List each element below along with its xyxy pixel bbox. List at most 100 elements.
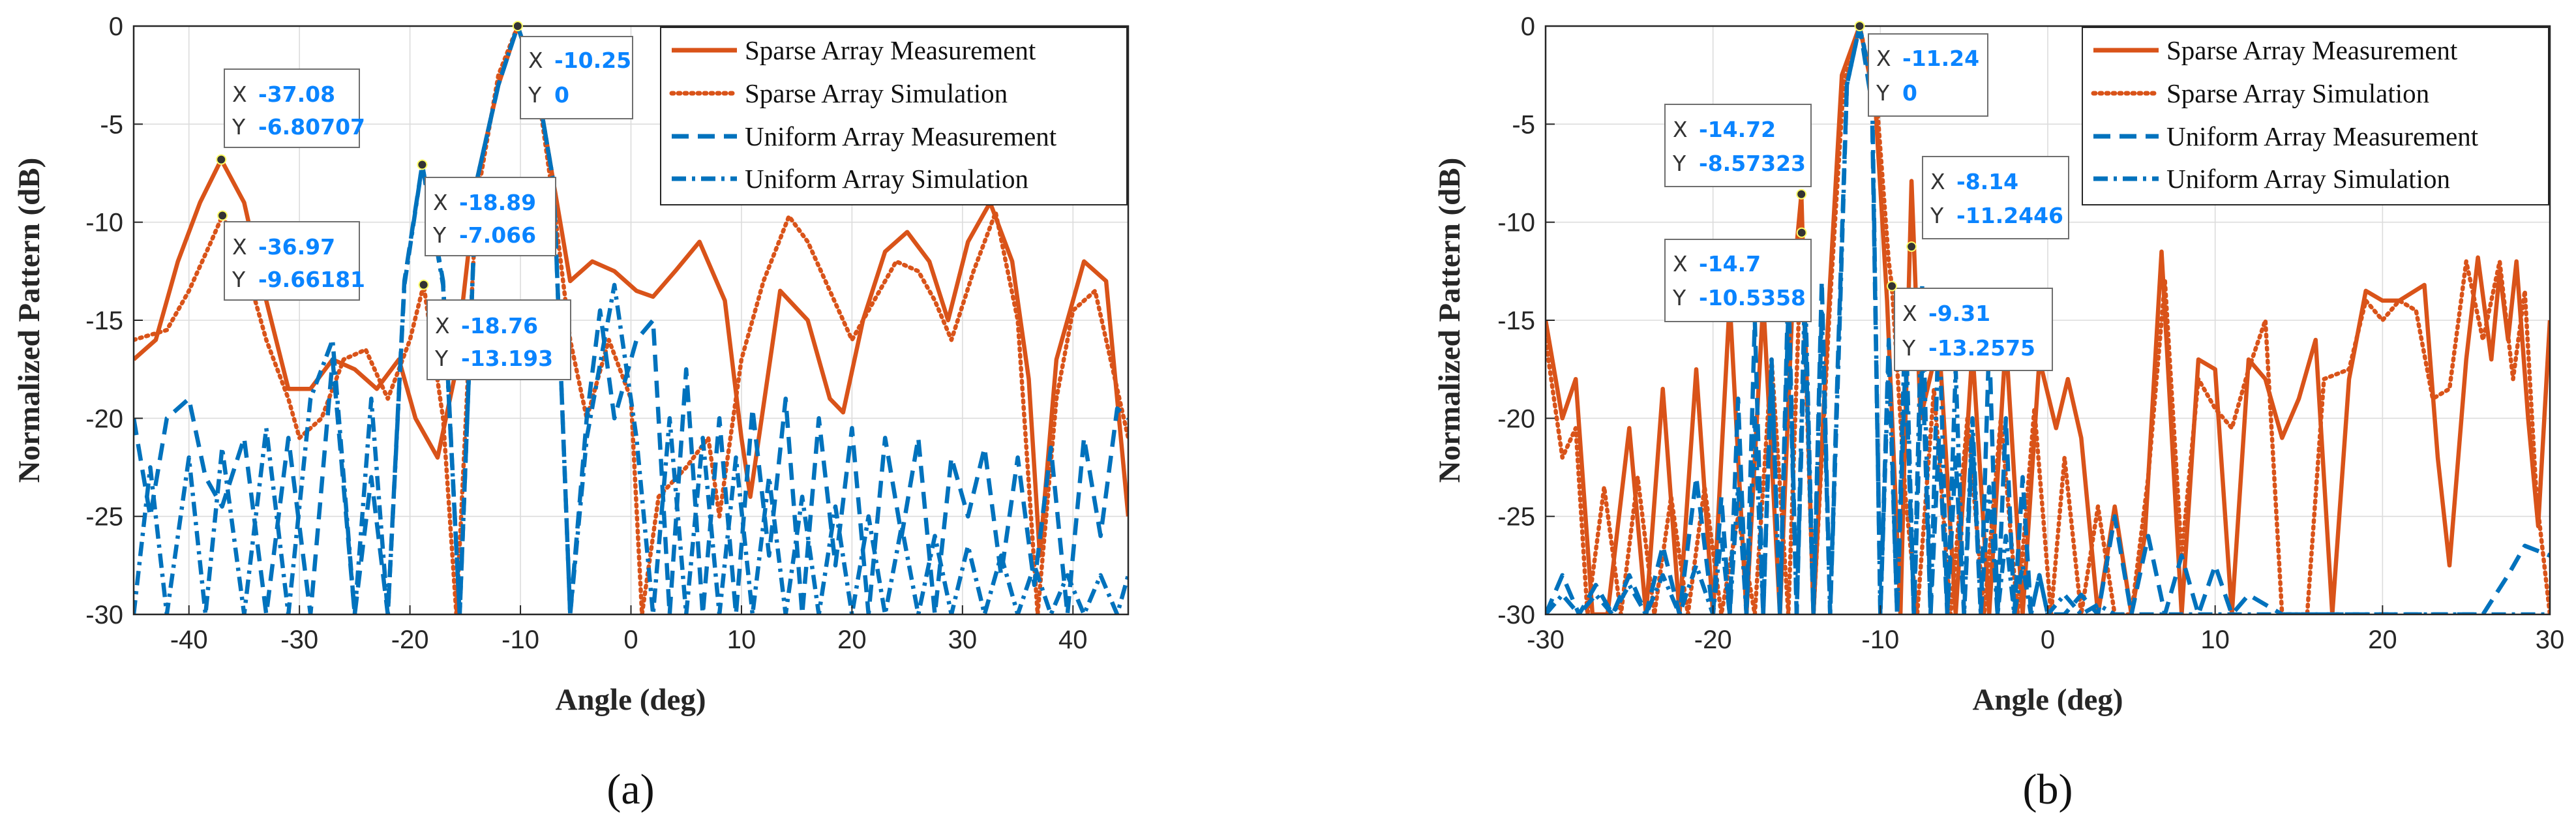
datatip-box [1922, 156, 2069, 239]
datatip-y-key: Y [1672, 285, 1686, 310]
legend-label-b-3: Uniform Array Simulation [2166, 164, 2450, 194]
datatip-marker[interactable] [1887, 280, 1898, 292]
datatip-a-0: X -37.08 Y -6.80707 [224, 68, 365, 148]
panel-label-a: (a) [607, 766, 654, 813]
legend-label-b-2: Uniform Array Measurement [2166, 121, 2479, 151]
x-tick-label: 0 [2041, 626, 2055, 654]
datatip-box [224, 221, 360, 301]
datatip-a-2: X -18.89 Y -7.066 [425, 177, 556, 256]
series-group-b [1546, 26, 2550, 614]
datatip-marker[interactable] [1796, 188, 1807, 200]
x-tick-label: 20 [2368, 626, 2397, 654]
legend-label-a-0: Sparse Array Measurement [745, 35, 1036, 65]
x-tick-label: 30 [948, 626, 978, 654]
series-line-sparse-array-measurement [134, 26, 1128, 558]
datatip-y-key: Y [232, 267, 246, 292]
datatip-box [425, 177, 556, 256]
x-tick-label: -20 [1694, 626, 1732, 654]
datatip-box [1664, 239, 1812, 322]
y-tick-label: -25 [1497, 503, 1535, 532]
legend-a: Sparse Array Measurement Sparse Array Si… [660, 27, 1128, 205]
datatip-box [1894, 288, 2053, 371]
datatip-x-key: X [232, 234, 247, 260]
datatip-y-key: Y [1672, 151, 1686, 176]
legend-label-a-2: Uniform Array Measurement [745, 121, 1057, 151]
x-axis-label-a: Angle (deg) [555, 683, 706, 717]
datatip-marker[interactable] [216, 154, 227, 165]
datatip-x-value: -18.89 [459, 190, 536, 215]
datatip-y-value: -11.2446 [1956, 203, 2063, 228]
datatip-x-key: X [1673, 117, 1688, 142]
y-axis-label-b: Normalized Pattern (dB) [1433, 158, 1467, 483]
x-tick-label: -10 [502, 626, 539, 654]
x-ticks-a: -40 -30 -20 -10 0 10 20 30 40 [170, 605, 1088, 654]
series-line-uniform-array-simulation [1546, 26, 2550, 614]
datatip-b-0: X -14.72 Y -8.57323 [1664, 104, 1812, 187]
y-tick-label: -30 [1497, 601, 1535, 629]
datatip-x-key: X [528, 48, 543, 73]
datatip-y-key: Y [1876, 80, 1890, 106]
series-line-uniform-array-simulation [134, 26, 1128, 614]
datatip-x-key: X [433, 190, 448, 215]
panel-label-b: (b) [2023, 766, 2073, 813]
datatip-x-key: X [1902, 301, 1917, 326]
datatip-x-key: X [1930, 169, 1945, 194]
datatip-marker[interactable] [1854, 21, 1865, 31]
x-tick-label: 30 [2536, 626, 2565, 654]
datatip-y-key: Y [432, 222, 447, 248]
y-tick-label: -5 [100, 110, 123, 139]
y-tick-label: -15 [1497, 307, 1535, 335]
datatip-marker[interactable] [1796, 227, 1807, 238]
datatip-x-key: X [1673, 251, 1688, 277]
x-tick-label: 40 [1058, 626, 1088, 654]
x-tick-label: -30 [1527, 626, 1565, 654]
y-tick-label: 0 [1521, 12, 1535, 41]
x-tick-label: 10 [727, 626, 756, 654]
datatip-x-value: -36.97 [258, 234, 335, 260]
datatip-x-value: -14.72 [1699, 117, 1776, 142]
x-tick-label: 20 [837, 626, 867, 654]
datatip-marker[interactable] [418, 279, 429, 290]
datatip-markers-a [216, 21, 523, 290]
datatip-box [224, 68, 360, 148]
y-tick-label: -20 [85, 404, 123, 433]
series-group-a [134, 26, 1128, 614]
x-ticks-b: -30 -20 -10 0 10 20 30 [1527, 605, 2564, 654]
y-tick-label: -15 [85, 307, 123, 335]
datatip-box [520, 36, 633, 119]
x-tick-label: -40 [170, 626, 208, 654]
datatip-y-key: Y [1902, 335, 1916, 361]
datatip-y-key: Y [232, 114, 246, 140]
datatip-y-value: 0 [554, 82, 569, 108]
y-tick-label: -5 [1512, 110, 1535, 139]
datatip-marker[interactable] [217, 210, 228, 221]
datatip-x-value: -18.76 [461, 313, 538, 339]
datatip-y-value: -8.57323 [1699, 151, 1806, 176]
legend-label-a-1: Sparse Array Simulation [745, 78, 1008, 108]
legend-label-b-1: Sparse Array Simulation [2166, 78, 2429, 108]
y-ticks-a: 0 -5 -10 -15 -20 -25 -30 [85, 12, 143, 629]
x-tick-label: -10 [1861, 626, 1899, 654]
y-tick-label: -20 [1497, 404, 1535, 433]
datatip-box [1868, 33, 1988, 117]
datatip-x-value: -10.25 [554, 48, 631, 73]
x-tick-label: 0 [623, 626, 638, 654]
datatip-x-key: X [1876, 46, 1891, 71]
datatip-marker[interactable] [417, 159, 428, 170]
chart-a: -40 -30 -20 -10 0 10 20 30 40 0 -5 -10 -15 -20 -25 -30… [12, 12, 1130, 813]
datatip-marker[interactable] [512, 21, 523, 31]
datatip-a-3: X -18.76 Y -13.193 [427, 299, 571, 380]
y-ticks-b: 0 -5 -10 -15 -20 -25 -30 [1497, 12, 1555, 629]
series-line-sparse-array-simulation [134, 26, 1128, 614]
datatip-a-1: X -36.97 Y -9.66181 [224, 221, 365, 301]
y-tick-label: -25 [85, 503, 123, 532]
x-tick-label: -30 [280, 626, 318, 654]
datatip-x-value: -8.14 [1956, 169, 2018, 194]
datatip-x-value: -9.31 [1928, 301, 1990, 326]
datatip-markers-b [1796, 21, 1917, 292]
legend-label-a-3: Uniform Array Simulation [745, 164, 1028, 194]
datatip-marker[interactable] [1906, 241, 1917, 252]
datatip-y-value: 0 [1902, 80, 1917, 106]
datatip-x-key: X [435, 313, 450, 339]
